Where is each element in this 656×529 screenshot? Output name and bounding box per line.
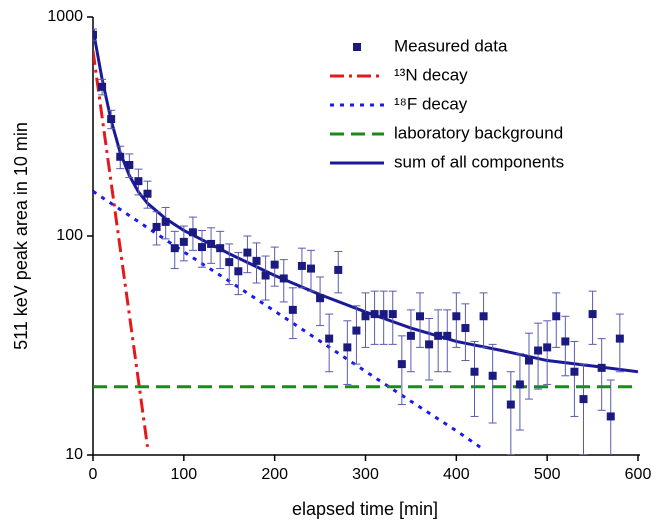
data-point bbox=[515, 380, 524, 389]
data-point bbox=[561, 337, 570, 346]
data-point bbox=[325, 334, 334, 343]
legend-label: Measured data bbox=[394, 36, 508, 55]
line bbox=[93, 50, 149, 448]
data-point bbox=[98, 82, 107, 91]
data-point bbox=[461, 324, 470, 333]
data-point bbox=[134, 177, 143, 186]
data-point bbox=[615, 334, 624, 343]
data-point bbox=[525, 356, 533, 365]
data-point bbox=[93, 30, 97, 39]
data-point bbox=[452, 312, 461, 321]
data-point bbox=[307, 264, 315, 273]
data-point bbox=[125, 160, 134, 169]
data-point bbox=[388, 310, 397, 319]
data-point bbox=[479, 312, 488, 321]
data-point bbox=[116, 152, 125, 161]
data-point bbox=[361, 312, 370, 321]
data-point bbox=[279, 274, 288, 283]
data-point bbox=[397, 360, 406, 369]
x-tick-label: 0 bbox=[89, 466, 98, 483]
data-point bbox=[334, 265, 343, 274]
data-point bbox=[297, 261, 306, 270]
data-point bbox=[416, 312, 424, 321]
data-point bbox=[243, 248, 252, 257]
data-point bbox=[588, 310, 597, 319]
data-point bbox=[488, 371, 497, 380]
data-point bbox=[207, 239, 216, 248]
x-axis-label: elapsed time [min] bbox=[292, 499, 438, 519]
data-point bbox=[143, 189, 152, 198]
x-tick-label: 100 bbox=[170, 466, 197, 483]
y-tick-label: 100 bbox=[56, 227, 83, 244]
data-point bbox=[434, 331, 443, 340]
x-tick-label: 600 bbox=[625, 466, 652, 483]
data-point bbox=[261, 271, 270, 280]
data-point bbox=[198, 243, 206, 252]
data-point bbox=[543, 343, 552, 352]
legend-label: ¹³N decay bbox=[394, 65, 468, 84]
y-axis-label: 511 keV peak area in 10 min bbox=[11, 122, 31, 350]
data-point bbox=[270, 260, 279, 269]
data-point bbox=[225, 258, 234, 267]
line bbox=[93, 190, 485, 451]
x-tick-label: 400 bbox=[443, 466, 470, 483]
data-point bbox=[597, 363, 606, 372]
data-point bbox=[534, 346, 543, 355]
data-point bbox=[343, 343, 352, 352]
data-point bbox=[188, 228, 197, 237]
legend-label: ¹⁸F decay bbox=[394, 94, 468, 113]
data-point bbox=[316, 294, 325, 303]
data-point bbox=[170, 244, 179, 253]
data-point bbox=[179, 237, 188, 246]
data-point bbox=[252, 256, 261, 265]
x-tick-label: 200 bbox=[261, 466, 288, 483]
x-tick-label: 500 bbox=[534, 466, 561, 483]
y-tick-label: 10 bbox=[65, 446, 83, 463]
data-point bbox=[370, 310, 379, 319]
data-point bbox=[406, 331, 415, 340]
legend-label: laboratory background bbox=[394, 123, 563, 142]
data-point bbox=[234, 267, 243, 276]
data-point bbox=[425, 340, 434, 349]
data-point bbox=[352, 326, 361, 335]
data-point bbox=[288, 305, 297, 314]
y-tick-label: 1000 bbox=[47, 8, 83, 25]
legend-label: sum of all components bbox=[394, 152, 564, 171]
plot-area bbox=[93, 28, 638, 455]
data-point bbox=[606, 412, 615, 421]
data-point bbox=[470, 367, 479, 376]
data-point bbox=[570, 367, 579, 376]
data-point bbox=[379, 310, 388, 319]
data-point bbox=[152, 222, 161, 231]
data-point bbox=[579, 395, 588, 404]
data-point bbox=[443, 331, 452, 340]
legend-marker bbox=[353, 43, 361, 51]
data-point bbox=[161, 217, 170, 226]
data-point bbox=[506, 400, 515, 409]
x-tick-label: 300 bbox=[352, 466, 379, 483]
data-point bbox=[107, 115, 116, 124]
data-point bbox=[552, 312, 561, 321]
data-point bbox=[216, 244, 225, 253]
